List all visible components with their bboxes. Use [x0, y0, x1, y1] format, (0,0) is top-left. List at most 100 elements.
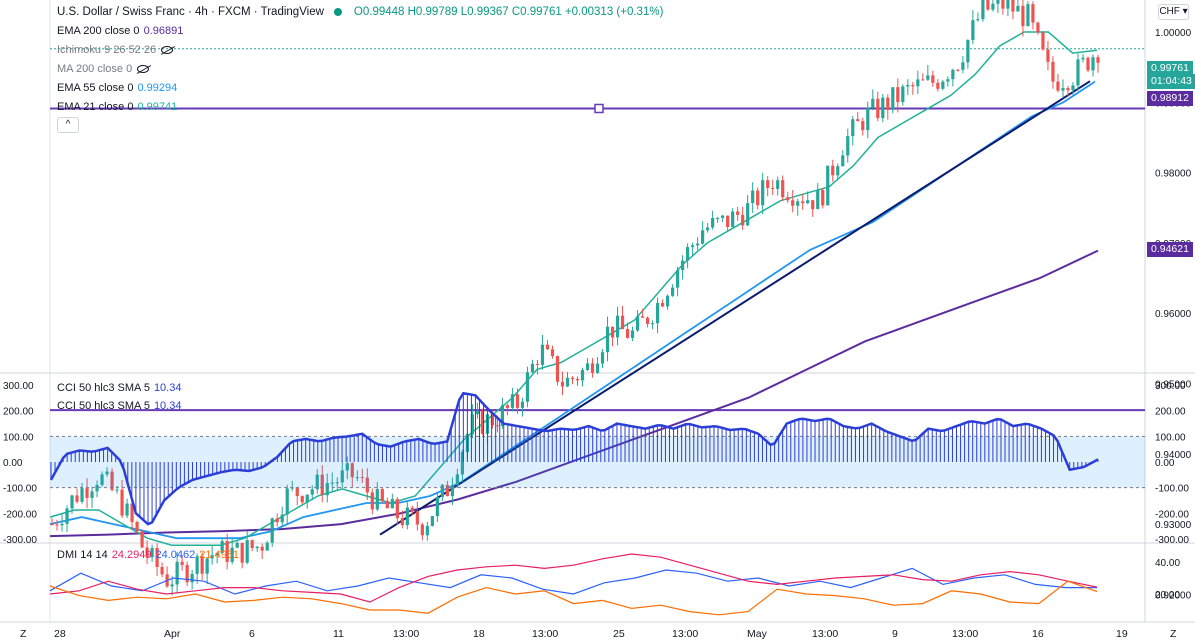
legend-cci-1[interactable]: CCI 50 hlc3 SMA 5 10.34 — [57, 382, 182, 394]
candle-up — [105, 471, 109, 475]
dmi-tick: 40.00 — [1155, 558, 1180, 569]
legend-ema21[interactable]: EMA 21 close 0 0.99741 — [57, 101, 178, 113]
candle-down — [130, 503, 134, 523]
cci-tick-left: 300.00 — [3, 381, 34, 392]
candle-up — [991, 3, 995, 10]
currency-button[interactable]: CHF ▾ — [1158, 4, 1189, 20]
cci-value: 10.34 — [153, 400, 182, 412]
candle-down — [1021, 5, 1025, 27]
candle-down — [535, 363, 540, 365]
time-axis-label: 19 — [1116, 628, 1128, 640]
candle-up — [711, 218, 715, 228]
legend-ma200[interactable]: MA 200 close 0 — [57, 63, 150, 75]
candle-up — [926, 75, 930, 80]
candle-up — [906, 85, 910, 87]
hidden-eye-icon[interactable] — [161, 46, 174, 55]
candle-up — [806, 200, 810, 204]
candle-up — [981, 0, 985, 20]
candle-up — [265, 542, 269, 551]
price-tick-label: 0.98000 — [1155, 169, 1192, 180]
candle-up — [325, 483, 329, 496]
candle-down — [786, 197, 790, 201]
hidden-eye-icon[interactable] — [137, 65, 150, 74]
candle-up — [1071, 85, 1075, 91]
candle-down — [555, 356, 560, 382]
candle-up — [816, 189, 820, 210]
price-tick-label: 0.94000 — [1155, 450, 1192, 461]
candle-up — [80, 488, 84, 502]
candle-down — [420, 524, 424, 536]
candle-up — [315, 474, 319, 490]
candle-up — [916, 79, 920, 87]
ohlc-values: O0.99448 H0.99789 L0.99367 C0.99761 +0.0… — [353, 6, 664, 18]
candle-down — [861, 121, 865, 131]
price-axis[interactable]: 1.010001.000000.990000.980000.970000.960… — [1155, 0, 1192, 601]
candle-down — [781, 180, 785, 198]
candle-up — [946, 79, 950, 82]
candle-down — [260, 546, 264, 551]
candle-up — [595, 363, 600, 373]
candle-up — [951, 69, 955, 80]
cci-tick-left: -100.00 — [3, 484, 37, 495]
candle-up — [746, 203, 750, 226]
candle-down — [590, 363, 595, 373]
candle-up — [650, 323, 655, 325]
candle-up — [881, 97, 885, 119]
candle-down — [736, 211, 740, 215]
candle-down — [831, 165, 835, 176]
price-tick-label: 0.95000 — [1155, 380, 1192, 391]
cci-pane[interactable]: 300.00 200.00 100.00 0.00 -100.00 -200.00 -300… — [3, 381, 1145, 546]
candle-up — [70, 495, 74, 509]
candle-up — [836, 166, 840, 176]
candle-down — [160, 567, 164, 575]
collapse-legend-button[interactable]: ^ — [57, 117, 79, 133]
time-axis-label: 9 — [892, 628, 898, 640]
footer-right-icon[interactable]: Z — [1170, 628, 1177, 640]
candle-up — [95, 484, 99, 492]
candle-up — [761, 180, 765, 206]
candle-down — [360, 477, 364, 479]
candle-up — [170, 584, 174, 587]
symbol-title[interactable]: U.S. Dollar / Swiss Franc · 4h · FXCM · … — [57, 6, 324, 18]
price-pane[interactable] — [49, 0, 1145, 596]
dmi-pane[interactable] — [49, 553, 1098, 616]
candle-up — [500, 405, 505, 426]
candle-down — [936, 82, 940, 89]
candle-down — [811, 200, 815, 210]
candle-down — [660, 303, 665, 307]
candle-up — [635, 316, 640, 331]
candle-up — [941, 81, 945, 89]
candle-up — [435, 496, 439, 517]
candle-up — [115, 489, 119, 491]
candle-up — [655, 303, 660, 324]
candle-up — [866, 107, 870, 131]
candle-up — [871, 98, 875, 108]
legend-cci-2[interactable]: CCI 50 hlc3 SMA 5 10.34 — [57, 400, 182, 412]
footer-left-icon[interactable]: Z — [20, 628, 27, 640]
candle-down — [200, 556, 204, 574]
time-axis-label: 25 — [613, 628, 625, 640]
candle-up — [520, 401, 525, 408]
candle-up — [305, 494, 309, 503]
legend-ema55[interactable]: EMA 55 close 0 0.99294 — [57, 82, 178, 94]
legend-dmi[interactable]: DMI 14 14 24.2949 24.0462 21.4951 — [57, 549, 240, 561]
candle-up — [440, 484, 444, 497]
candle-down — [545, 344, 550, 350]
candle-up — [450, 485, 454, 497]
candle-down — [145, 547, 149, 558]
cci-tick-right: 200.00 — [1155, 407, 1186, 418]
legend-ema200[interactable]: EMA 200 close 0 0.96891 — [57, 25, 184, 37]
candle-up — [230, 547, 234, 562]
candle-down — [410, 507, 414, 512]
legend-ichimoku[interactable]: Ichimoku 9 26 52 26 — [57, 44, 174, 56]
candle-down — [505, 405, 510, 408]
time-axis-label: 13:00 — [672, 628, 699, 640]
cci-tick-right: -300.00 — [1155, 535, 1189, 546]
candle-down — [275, 518, 279, 523]
candle-down — [1001, 0, 1005, 9]
ema21-line — [49, 31, 1098, 546]
candle-down — [380, 489, 384, 501]
candle-down — [1086, 57, 1090, 71]
